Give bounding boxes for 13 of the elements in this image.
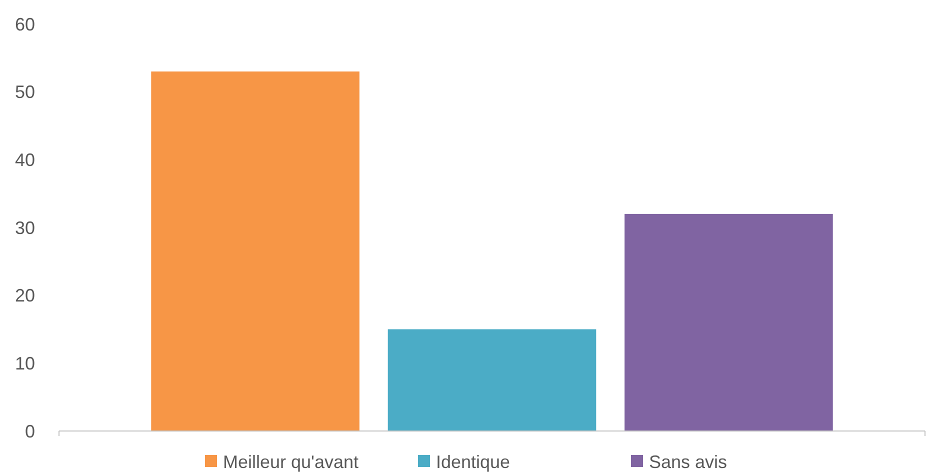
bar (151, 71, 360, 431)
legend-label: Identique (436, 452, 510, 472)
y-tick-label: 0 (24, 421, 35, 442)
bar (624, 214, 833, 431)
y-tick-label: 10 (14, 353, 35, 374)
y-tick-label: 30 (14, 218, 35, 238)
y-tick-label: 60 (14, 14, 35, 34)
legend-label: Meilleur qu'avant (223, 452, 359, 472)
y-tick-label: 40 (14, 150, 35, 170)
legend-label: Sans avis (649, 452, 728, 472)
y-tick-label: 20 (14, 286, 35, 306)
y-tick-label: 50 (14, 82, 35, 102)
bar (388, 329, 596, 431)
